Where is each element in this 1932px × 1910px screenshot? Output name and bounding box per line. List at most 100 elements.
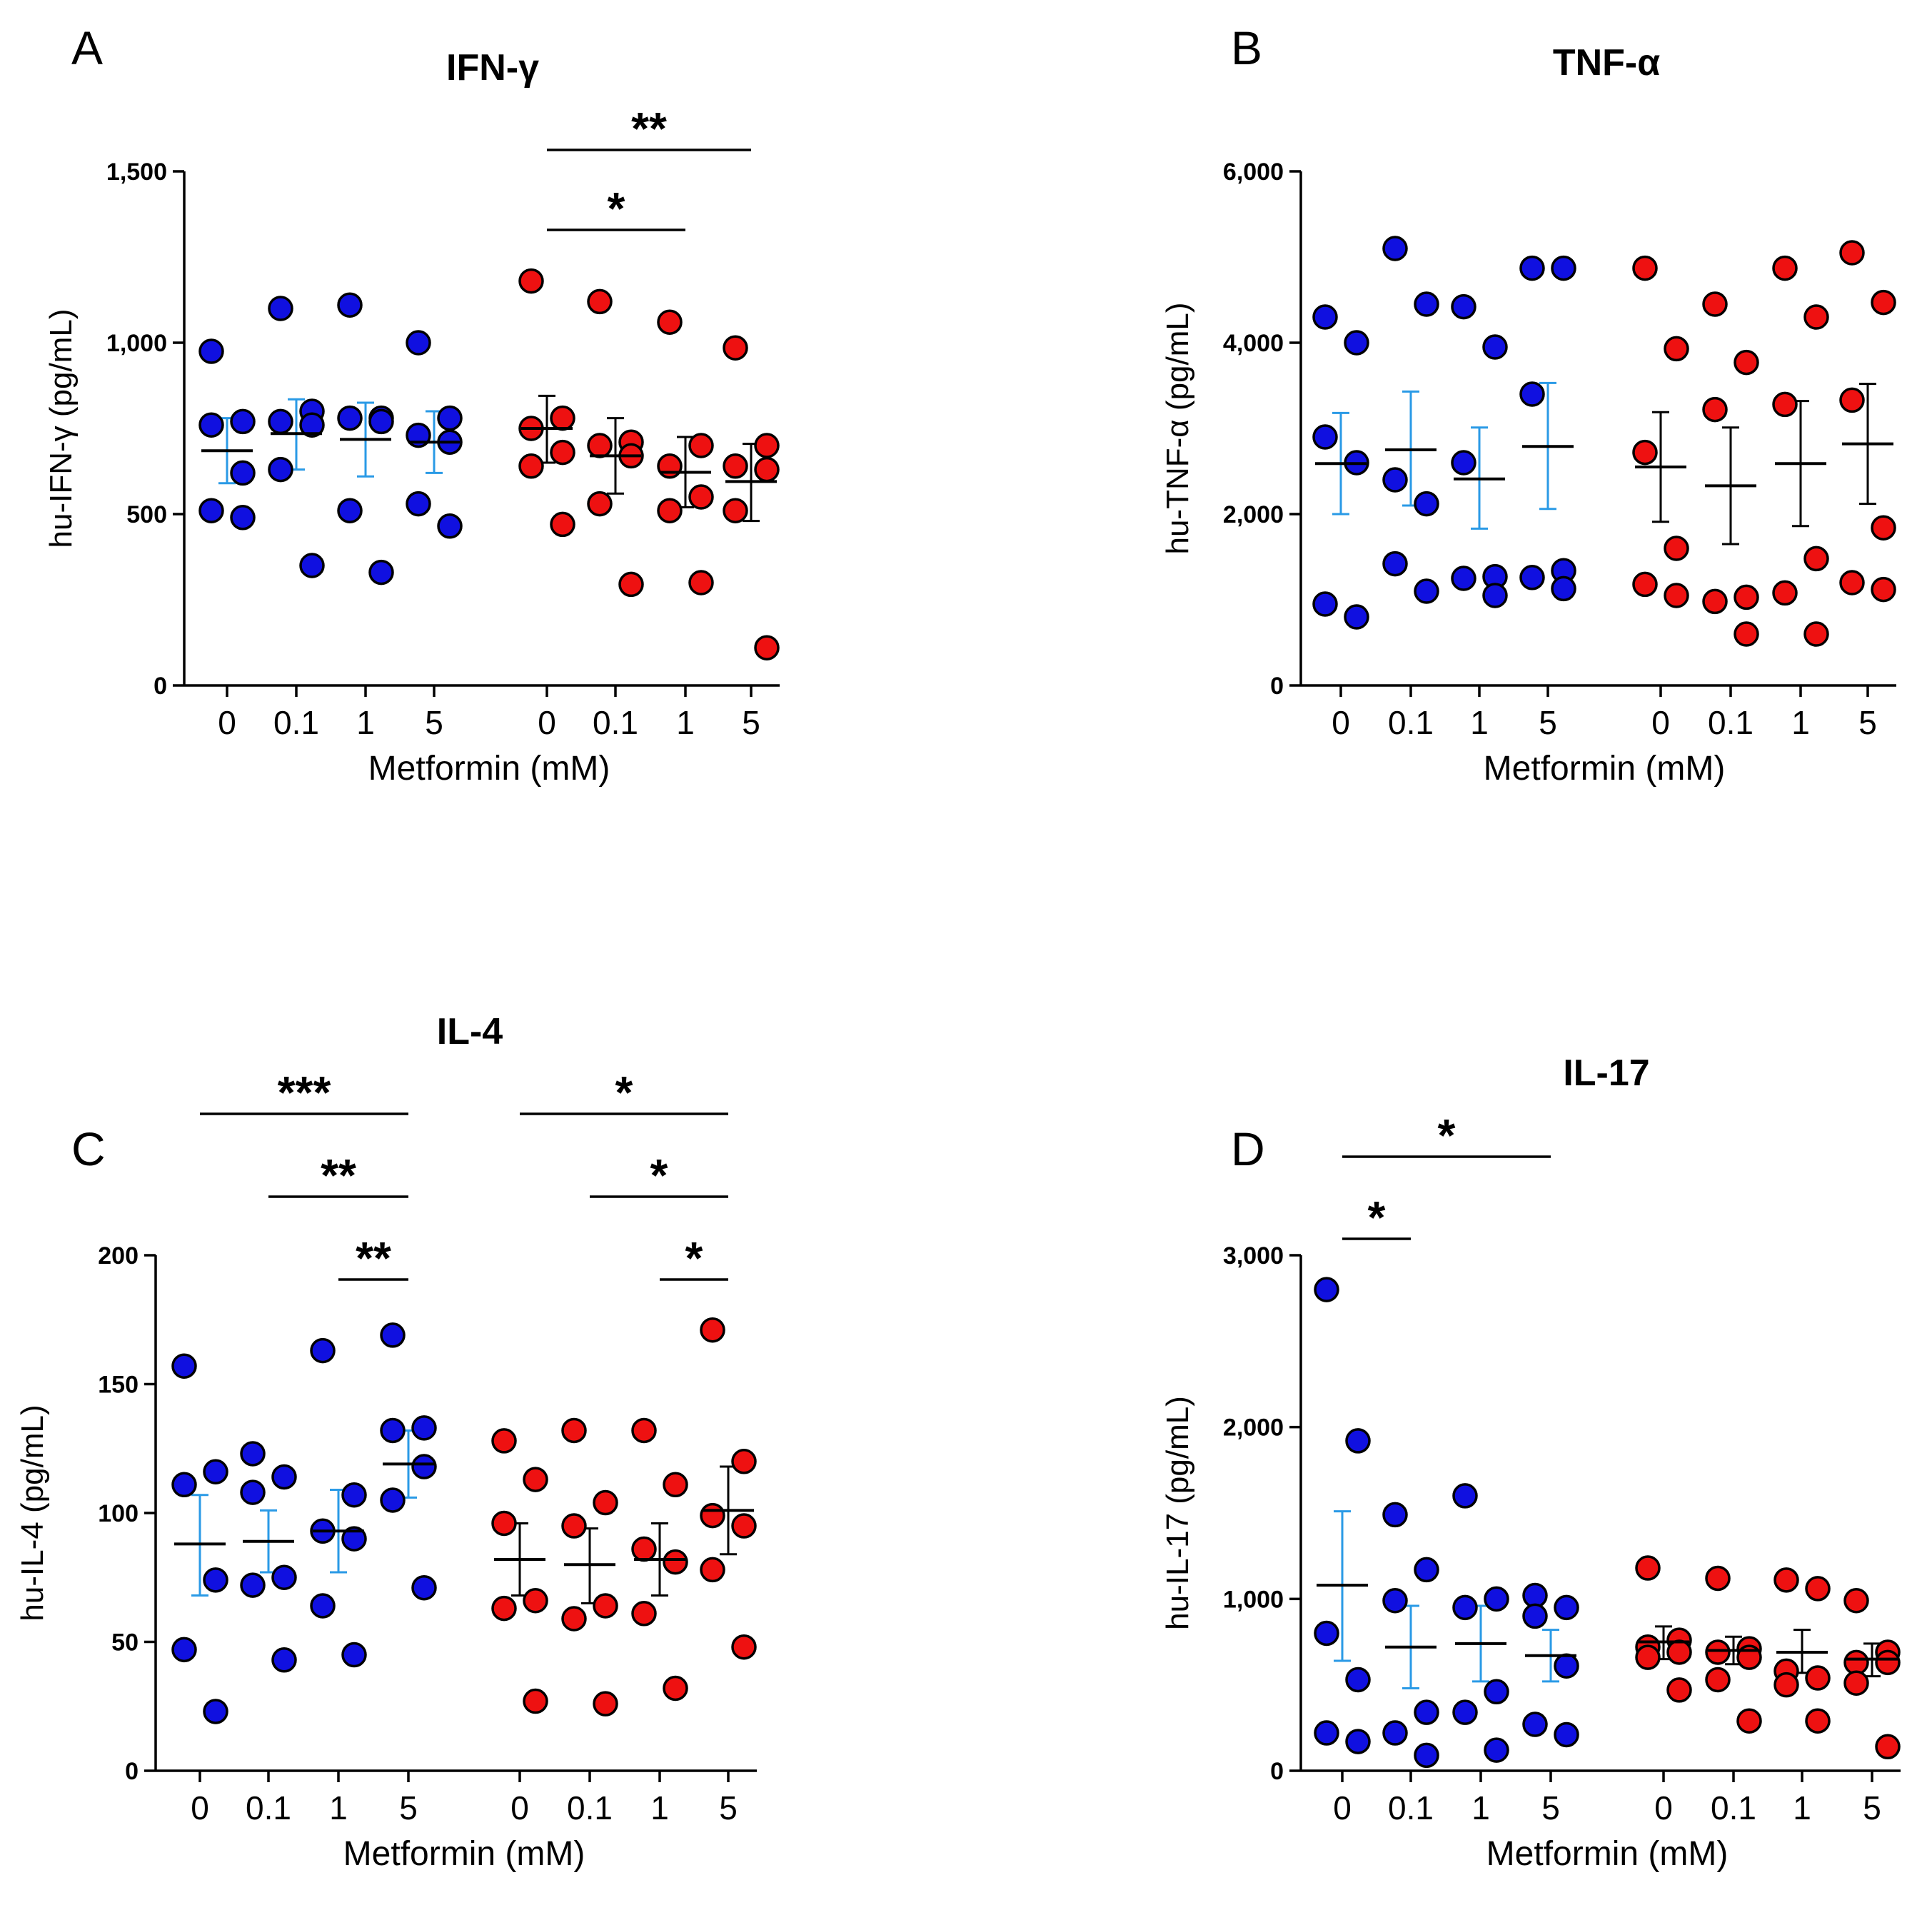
x-tick-label: 5 (719, 1789, 738, 1826)
data-point (1382, 551, 1408, 577)
data-point (268, 456, 293, 483)
data-point (1522, 1712, 1548, 1737)
data-point (1803, 621, 1829, 647)
data-point (1664, 583, 1689, 608)
data-point (657, 309, 683, 335)
x-tick-label: 0 (1654, 1789, 1673, 1826)
panel-letter: A (71, 21, 103, 74)
data-point (550, 511, 575, 538)
data-point (1484, 1586, 1509, 1612)
data-point (268, 296, 293, 321)
data-point (230, 408, 256, 435)
significance-stars: *** (278, 1067, 331, 1118)
data-point (561, 1513, 587, 1539)
data-point (1551, 575, 1576, 602)
data-point (203, 1567, 228, 1593)
data-point (1414, 291, 1439, 317)
x-tick-label: 0 (510, 1789, 529, 1826)
y-tick-label: 4,000 (1223, 330, 1284, 357)
data-point (688, 484, 714, 510)
data-point (271, 1464, 297, 1490)
data-point (1414, 1557, 1439, 1583)
data-point (1314, 1277, 1339, 1302)
x-tick-label: 0 (191, 1789, 209, 1826)
data-point (1702, 588, 1728, 615)
y-tick-label: 1,500 (106, 159, 167, 186)
data-point (1314, 1620, 1339, 1647)
x-axis-label: Metformin (mM) (343, 1835, 585, 1873)
significance-stars: * (650, 1150, 668, 1201)
data-point (1803, 546, 1829, 572)
data-point (198, 498, 224, 523)
y-tick-label: 0 (1270, 673, 1284, 700)
data-point (1519, 255, 1545, 281)
x-tick-label: 1 (1470, 704, 1489, 741)
data-point (1345, 1729, 1371, 1754)
data-point (550, 405, 575, 431)
data-point (491, 1595, 517, 1622)
data-point (1772, 580, 1798, 606)
data-point (754, 635, 780, 660)
y-tick-label: 1,000 (1223, 1586, 1284, 1613)
data-point (700, 1557, 725, 1583)
data-point (271, 1564, 297, 1590)
x-tick-label: 0 (1651, 704, 1670, 741)
data-point (411, 1454, 437, 1479)
panel-title: IL-4 (437, 1011, 503, 1052)
x-tick-label: 5 (1863, 1789, 1881, 1826)
data-point (1382, 236, 1408, 261)
data-point (1772, 255, 1798, 281)
data-point (491, 1428, 517, 1454)
data-point (171, 1353, 197, 1379)
data-point (198, 338, 224, 364)
data-point (1452, 1594, 1478, 1621)
data-point (437, 513, 463, 539)
data-point (240, 1479, 266, 1505)
data-point (657, 453, 683, 479)
data-point (1843, 1587, 1869, 1614)
data-point (1666, 1639, 1692, 1665)
data-point (593, 1593, 618, 1619)
data-point (1551, 255, 1576, 281)
data-point (1871, 576, 1896, 603)
y-tick-label: 0 (154, 673, 167, 700)
panel-title: IFN-γ (446, 47, 539, 89)
data-point (310, 1337, 336, 1364)
data-point (1705, 1639, 1731, 1665)
data-point (1382, 467, 1408, 493)
data-point (1803, 304, 1829, 330)
data-point (754, 456, 780, 483)
data-point (1345, 1667, 1371, 1693)
data-point (561, 1417, 587, 1444)
data-point (663, 1549, 688, 1575)
significance-stars: ** (356, 1232, 391, 1284)
data-point (1734, 349, 1759, 376)
x-axis-label: Metformin (mM) (1486, 1835, 1729, 1873)
data-point (518, 268, 544, 294)
x-tick-label: 0.1 (273, 704, 319, 741)
data-point (341, 1526, 367, 1552)
panel-title: IL-17 (1563, 1052, 1649, 1094)
significance-stars: * (615, 1067, 633, 1118)
data-point (337, 405, 363, 431)
x-tick-label: 1 (650, 1789, 669, 1826)
x-tick-label: 1 (676, 704, 695, 741)
data-point (337, 498, 363, 523)
data-point (1666, 1677, 1692, 1703)
data-point (1382, 1587, 1408, 1614)
data-point (341, 1482, 367, 1508)
data-point (437, 405, 463, 431)
data-point (1635, 1555, 1661, 1581)
panel-title: TNF-α (1553, 42, 1660, 84)
panel-B: B TNF-α 0 2,000 4,000 6,000 0 0.1 1 5 0 0.1 1 5 Metfor… (1160, 21, 1896, 788)
x-tick-label: 1 (1793, 1789, 1811, 1826)
x-tick-label: 1 (329, 1789, 348, 1826)
data-point (411, 1415, 437, 1441)
data-point (1839, 570, 1865, 595)
data-point (368, 408, 394, 435)
significance-stars: * (608, 183, 625, 234)
data-point (587, 491, 613, 517)
y-tick-label: 500 (126, 501, 167, 528)
data-point (271, 1647, 297, 1673)
data-point (700, 1502, 725, 1529)
